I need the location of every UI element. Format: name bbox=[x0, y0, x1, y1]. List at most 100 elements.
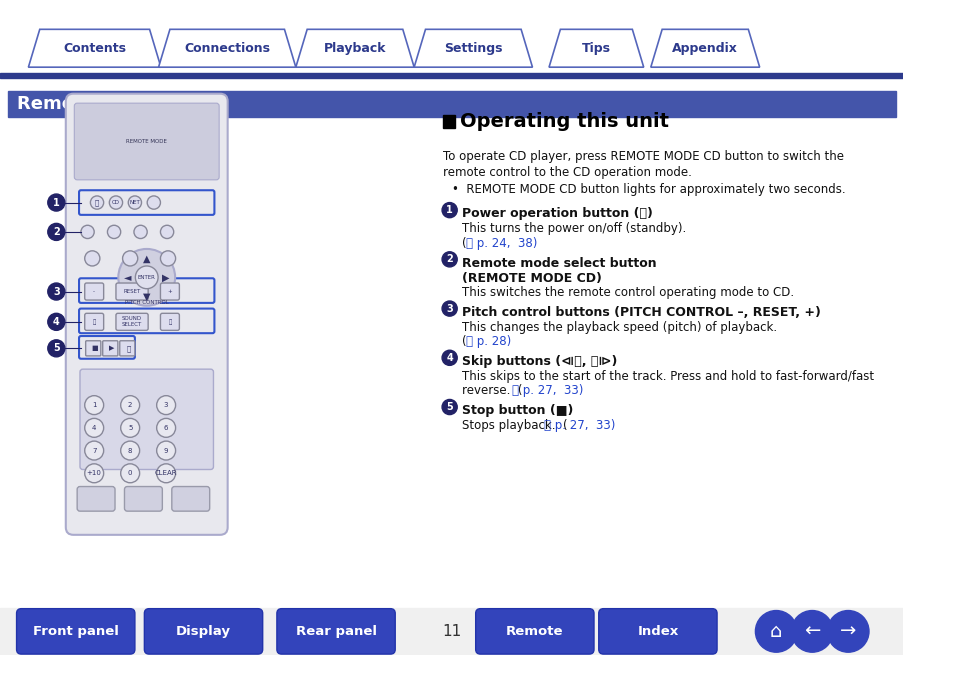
Circle shape bbox=[128, 196, 141, 209]
Text: Remote mode select button: Remote mode select button bbox=[461, 256, 656, 269]
Circle shape bbox=[85, 396, 104, 415]
Text: Appendix: Appendix bbox=[672, 42, 738, 55]
Text: Skip buttons (⧏⏮, ⏭⧐): Skip buttons (⧏⏮, ⏭⧐) bbox=[461, 355, 617, 368]
Text: 8: 8 bbox=[128, 448, 132, 454]
FancyBboxPatch shape bbox=[120, 341, 134, 356]
Text: Playback: Playback bbox=[323, 42, 386, 55]
FancyBboxPatch shape bbox=[276, 608, 395, 654]
Circle shape bbox=[441, 252, 456, 267]
FancyBboxPatch shape bbox=[80, 369, 213, 470]
Text: 5: 5 bbox=[53, 343, 60, 353]
Text: 5: 5 bbox=[446, 402, 453, 412]
Text: 4: 4 bbox=[91, 425, 96, 431]
Text: 1: 1 bbox=[91, 402, 96, 408]
Circle shape bbox=[441, 400, 456, 415]
Text: 9: 9 bbox=[164, 448, 169, 454]
Text: ⌲ p. 28): ⌲ p. 28) bbox=[466, 335, 511, 348]
Polygon shape bbox=[414, 30, 532, 67]
Bar bbox=[8, 91, 895, 117]
Text: Front panel: Front panel bbox=[32, 625, 118, 638]
Text: 1: 1 bbox=[446, 205, 453, 215]
Text: ■: ■ bbox=[91, 345, 97, 351]
Text: Display: Display bbox=[176, 625, 231, 638]
Polygon shape bbox=[549, 30, 643, 67]
FancyBboxPatch shape bbox=[16, 608, 134, 654]
FancyBboxPatch shape bbox=[103, 341, 118, 356]
Polygon shape bbox=[158, 30, 295, 67]
Text: ⌲ p. 27,  33): ⌲ p. 27, 33) bbox=[512, 384, 582, 397]
FancyBboxPatch shape bbox=[77, 487, 115, 511]
FancyBboxPatch shape bbox=[66, 94, 228, 535]
Text: ⏭: ⏭ bbox=[168, 319, 172, 324]
Text: ←: ← bbox=[803, 622, 820, 641]
Circle shape bbox=[85, 464, 104, 483]
Circle shape bbox=[156, 419, 175, 437]
Text: Remote control unit: Remote control unit bbox=[17, 95, 219, 113]
Text: ▲: ▲ bbox=[143, 254, 151, 263]
Polygon shape bbox=[650, 30, 759, 67]
Text: SOUND
SELECT: SOUND SELECT bbox=[122, 316, 142, 327]
Text: This switches the remote control operating mode to CD.: This switches the remote control operati… bbox=[461, 286, 793, 299]
Text: ◄: ◄ bbox=[124, 273, 132, 283]
Text: RESET: RESET bbox=[123, 289, 140, 294]
Text: ⏮: ⏮ bbox=[92, 319, 95, 324]
Text: ▶: ▶ bbox=[109, 345, 113, 351]
Circle shape bbox=[121, 419, 139, 437]
Circle shape bbox=[826, 610, 868, 652]
Text: 2: 2 bbox=[128, 402, 132, 408]
Text: CD: CD bbox=[112, 200, 120, 205]
Text: This skips to the start of the track. Press and hold to fast-forward/fast: This skips to the start of the track. Pr… bbox=[461, 370, 873, 383]
FancyBboxPatch shape bbox=[116, 283, 148, 300]
Text: NET: NET bbox=[130, 200, 140, 205]
Text: 4: 4 bbox=[446, 353, 453, 363]
Circle shape bbox=[48, 340, 65, 357]
Text: Remote: Remote bbox=[505, 625, 563, 638]
Text: 2: 2 bbox=[446, 254, 453, 264]
Text: Operating this unit: Operating this unit bbox=[459, 112, 668, 131]
FancyBboxPatch shape bbox=[85, 283, 104, 300]
Text: •  REMOTE MODE CD button lights for approximately two seconds.: • REMOTE MODE CD button lights for appro… bbox=[452, 182, 845, 196]
Text: ⏻: ⏻ bbox=[94, 199, 99, 206]
FancyBboxPatch shape bbox=[85, 314, 104, 330]
FancyBboxPatch shape bbox=[86, 341, 101, 356]
Text: Stops playback.  (: Stops playback. ( bbox=[461, 419, 567, 432]
Text: 5: 5 bbox=[128, 425, 132, 431]
Text: 7: 7 bbox=[91, 448, 96, 454]
Circle shape bbox=[160, 225, 173, 238]
Text: Tips: Tips bbox=[581, 42, 610, 55]
Circle shape bbox=[48, 194, 65, 211]
FancyBboxPatch shape bbox=[476, 608, 594, 654]
Circle shape bbox=[156, 464, 175, 483]
Text: REMOTE MODE: REMOTE MODE bbox=[126, 139, 167, 143]
Text: 0: 0 bbox=[128, 470, 132, 476]
Text: ⌂: ⌂ bbox=[769, 622, 781, 641]
FancyBboxPatch shape bbox=[598, 608, 717, 654]
Text: To operate CD player, press REMOTE MODE CD button to switch the: To operate CD player, press REMOTE MODE … bbox=[442, 151, 843, 164]
Text: reverse.  (: reverse. ( bbox=[461, 384, 522, 397]
Circle shape bbox=[48, 314, 65, 330]
Text: remote control to the CD operation mode.: remote control to the CD operation mode. bbox=[442, 166, 691, 178]
Circle shape bbox=[160, 251, 175, 266]
Text: -: - bbox=[93, 289, 95, 294]
Circle shape bbox=[441, 350, 456, 365]
Text: ⌲ p. 27,  33): ⌲ p. 27, 33) bbox=[543, 419, 615, 432]
FancyBboxPatch shape bbox=[160, 283, 179, 300]
Circle shape bbox=[85, 419, 104, 437]
Text: Pitch control buttons (PITCH CONTROL –, RESET, +): Pitch control buttons (PITCH CONTROL –, … bbox=[461, 306, 820, 319]
Text: This changes the playback speed (pitch) of playback.: This changes the playback speed (pitch) … bbox=[461, 321, 777, 334]
Text: (REMOTE MODE CD): (REMOTE MODE CD) bbox=[461, 272, 601, 285]
Polygon shape bbox=[29, 30, 161, 67]
Text: PITCH CONTROL: PITCH CONTROL bbox=[125, 300, 169, 306]
Circle shape bbox=[147, 196, 160, 209]
Circle shape bbox=[48, 283, 65, 300]
Circle shape bbox=[755, 610, 796, 652]
Text: →: → bbox=[839, 622, 856, 641]
Bar bbox=[0, 73, 902, 77]
Circle shape bbox=[121, 396, 139, 415]
Text: CLEAR: CLEAR bbox=[154, 470, 177, 476]
Text: Index: Index bbox=[637, 625, 678, 638]
Circle shape bbox=[441, 203, 456, 217]
Circle shape bbox=[110, 196, 122, 209]
Text: Power operation button (⏻): Power operation button (⏻) bbox=[461, 207, 652, 220]
Circle shape bbox=[791, 610, 832, 652]
